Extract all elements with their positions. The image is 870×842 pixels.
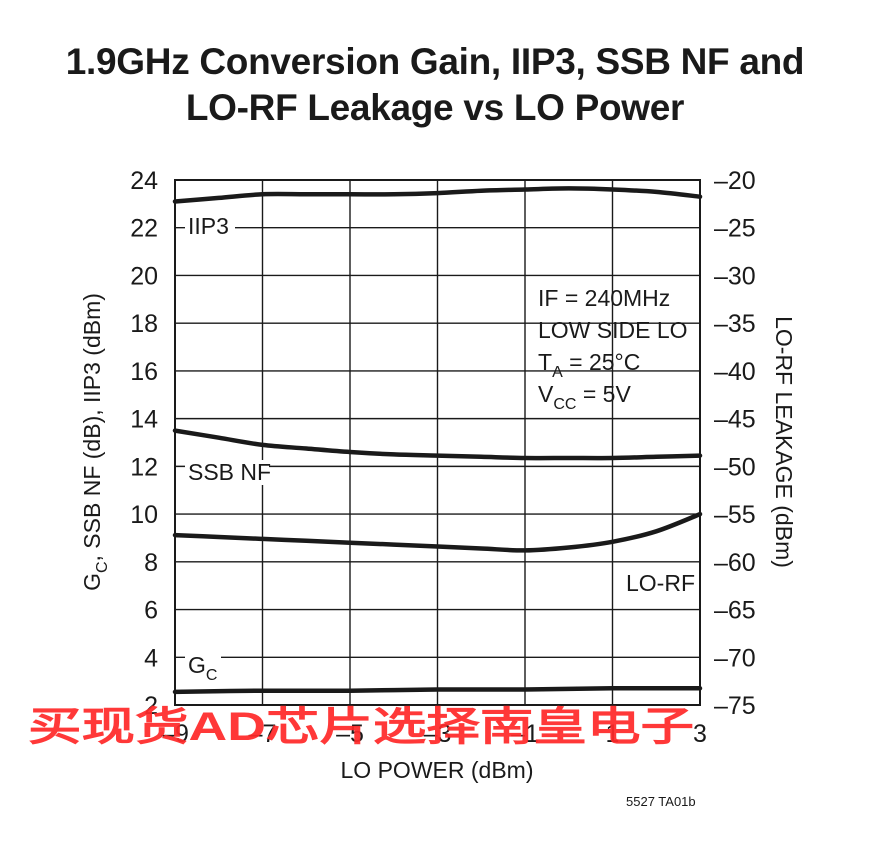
condition-ta: TA = 25°C <box>538 349 640 381</box>
y-left-tick-label: 2 <box>144 692 158 720</box>
tick-labels: –9 –7 –5 –3 –1 1 324681012141618202224–75–70–6… <box>130 167 756 748</box>
y-left-tick-label: 20 <box>130 262 158 290</box>
gc-curve-label-bg <box>185 652 221 680</box>
y-left-tick-label: 24 <box>130 167 158 195</box>
condition-lo: LOW SIDE LO <box>538 317 688 343</box>
y-right-tick-label: –65 <box>714 597 756 625</box>
x-tick-label: 3 <box>693 720 707 748</box>
series-lines <box>172 186 703 695</box>
grid <box>175 180 700 705</box>
iip3-curve-label-bg <box>185 214 235 239</box>
x-tick-label: –7 <box>249 720 277 748</box>
watermark-text: 买现货AD芯片选择南皇电子 <box>28 705 694 749</box>
ssb-nf-curve-label: SSB NF <box>188 459 271 485</box>
x-tick-label: –9 <box>161 720 189 748</box>
y-right-tick-label: –70 <box>714 644 756 672</box>
ssb-nf-curve-label-bg <box>185 460 269 485</box>
y-left-tick-label: 4 <box>144 644 158 672</box>
figure-code: 5527 TA01b <box>626 794 696 809</box>
y-left-tick-label: 6 <box>144 597 158 625</box>
lo-rf-leakage-line <box>172 511 703 553</box>
x-tick-label: –5 <box>336 720 364 748</box>
y-right-tick-label: –50 <box>714 453 756 481</box>
y-axis-right-label: LO-RF LEAKAGE (dBm) <box>771 316 797 568</box>
iip3-curve-label: IIP3 <box>188 213 229 239</box>
chart-title-line-1: 1.9GHz Conversion Gain, IIP3, SSB NF and <box>65 41 805 82</box>
y-right-tick-label: –45 <box>714 406 756 434</box>
iip3-line <box>172 186 703 204</box>
y-right-tick-label: –30 <box>714 262 756 290</box>
conversion-gain-line <box>172 685 703 695</box>
y-right-tick-label: –35 <box>714 310 756 338</box>
condition-vcc: VCC = 5V <box>538 381 631 413</box>
y-left-tick-label: 8 <box>144 549 158 577</box>
y-left-tick-label: 12 <box>130 453 158 481</box>
x-tick-label: –3 <box>424 720 452 748</box>
y-right-tick-label: –60 <box>714 549 756 577</box>
ssb-nf-line <box>172 428 703 461</box>
gc-curve-label: GC <box>188 652 217 684</box>
y-right-tick-label: –20 <box>714 167 756 195</box>
x-tick-label: –1 <box>511 720 539 748</box>
x-axis-label: LO POWER (dBm) <box>341 757 534 783</box>
y-right-tick-label: –55 <box>714 501 756 529</box>
y-left-tick-label: 10 <box>130 501 158 529</box>
y-right-tick-label: –40 <box>714 358 756 386</box>
y-right-tick-label: –25 <box>714 215 756 243</box>
lo-rf-curve-label: LO-RF <box>626 570 695 596</box>
y-right-tick-label: –75 <box>714 692 756 720</box>
y-left-tick-label: 18 <box>130 310 158 338</box>
y-left-tick-label: 16 <box>130 358 158 386</box>
condition-if: IF = 240MHz <box>538 285 670 311</box>
chart-title-line-2: LO-RF Leakage vs LO Power <box>185 87 685 128</box>
y-left-tick-label: 22 <box>130 215 158 243</box>
curve-labels: IIP3 SSB NF LO-RF GC <box>185 213 695 684</box>
x-tick-label: 1 <box>606 720 620 748</box>
y-left-tick-label: 14 <box>130 406 158 434</box>
conditions-annotation: IF = 240MHz LOW SIDE LO TA = 25°C VCC = … <box>538 285 688 413</box>
lo-rf-curve-label-bg <box>623 571 695 596</box>
y-axis-left-label: GC, SSB NF (dB), IIP3 (dBm) <box>79 293 111 591</box>
plot-frame <box>174 179 701 706</box>
